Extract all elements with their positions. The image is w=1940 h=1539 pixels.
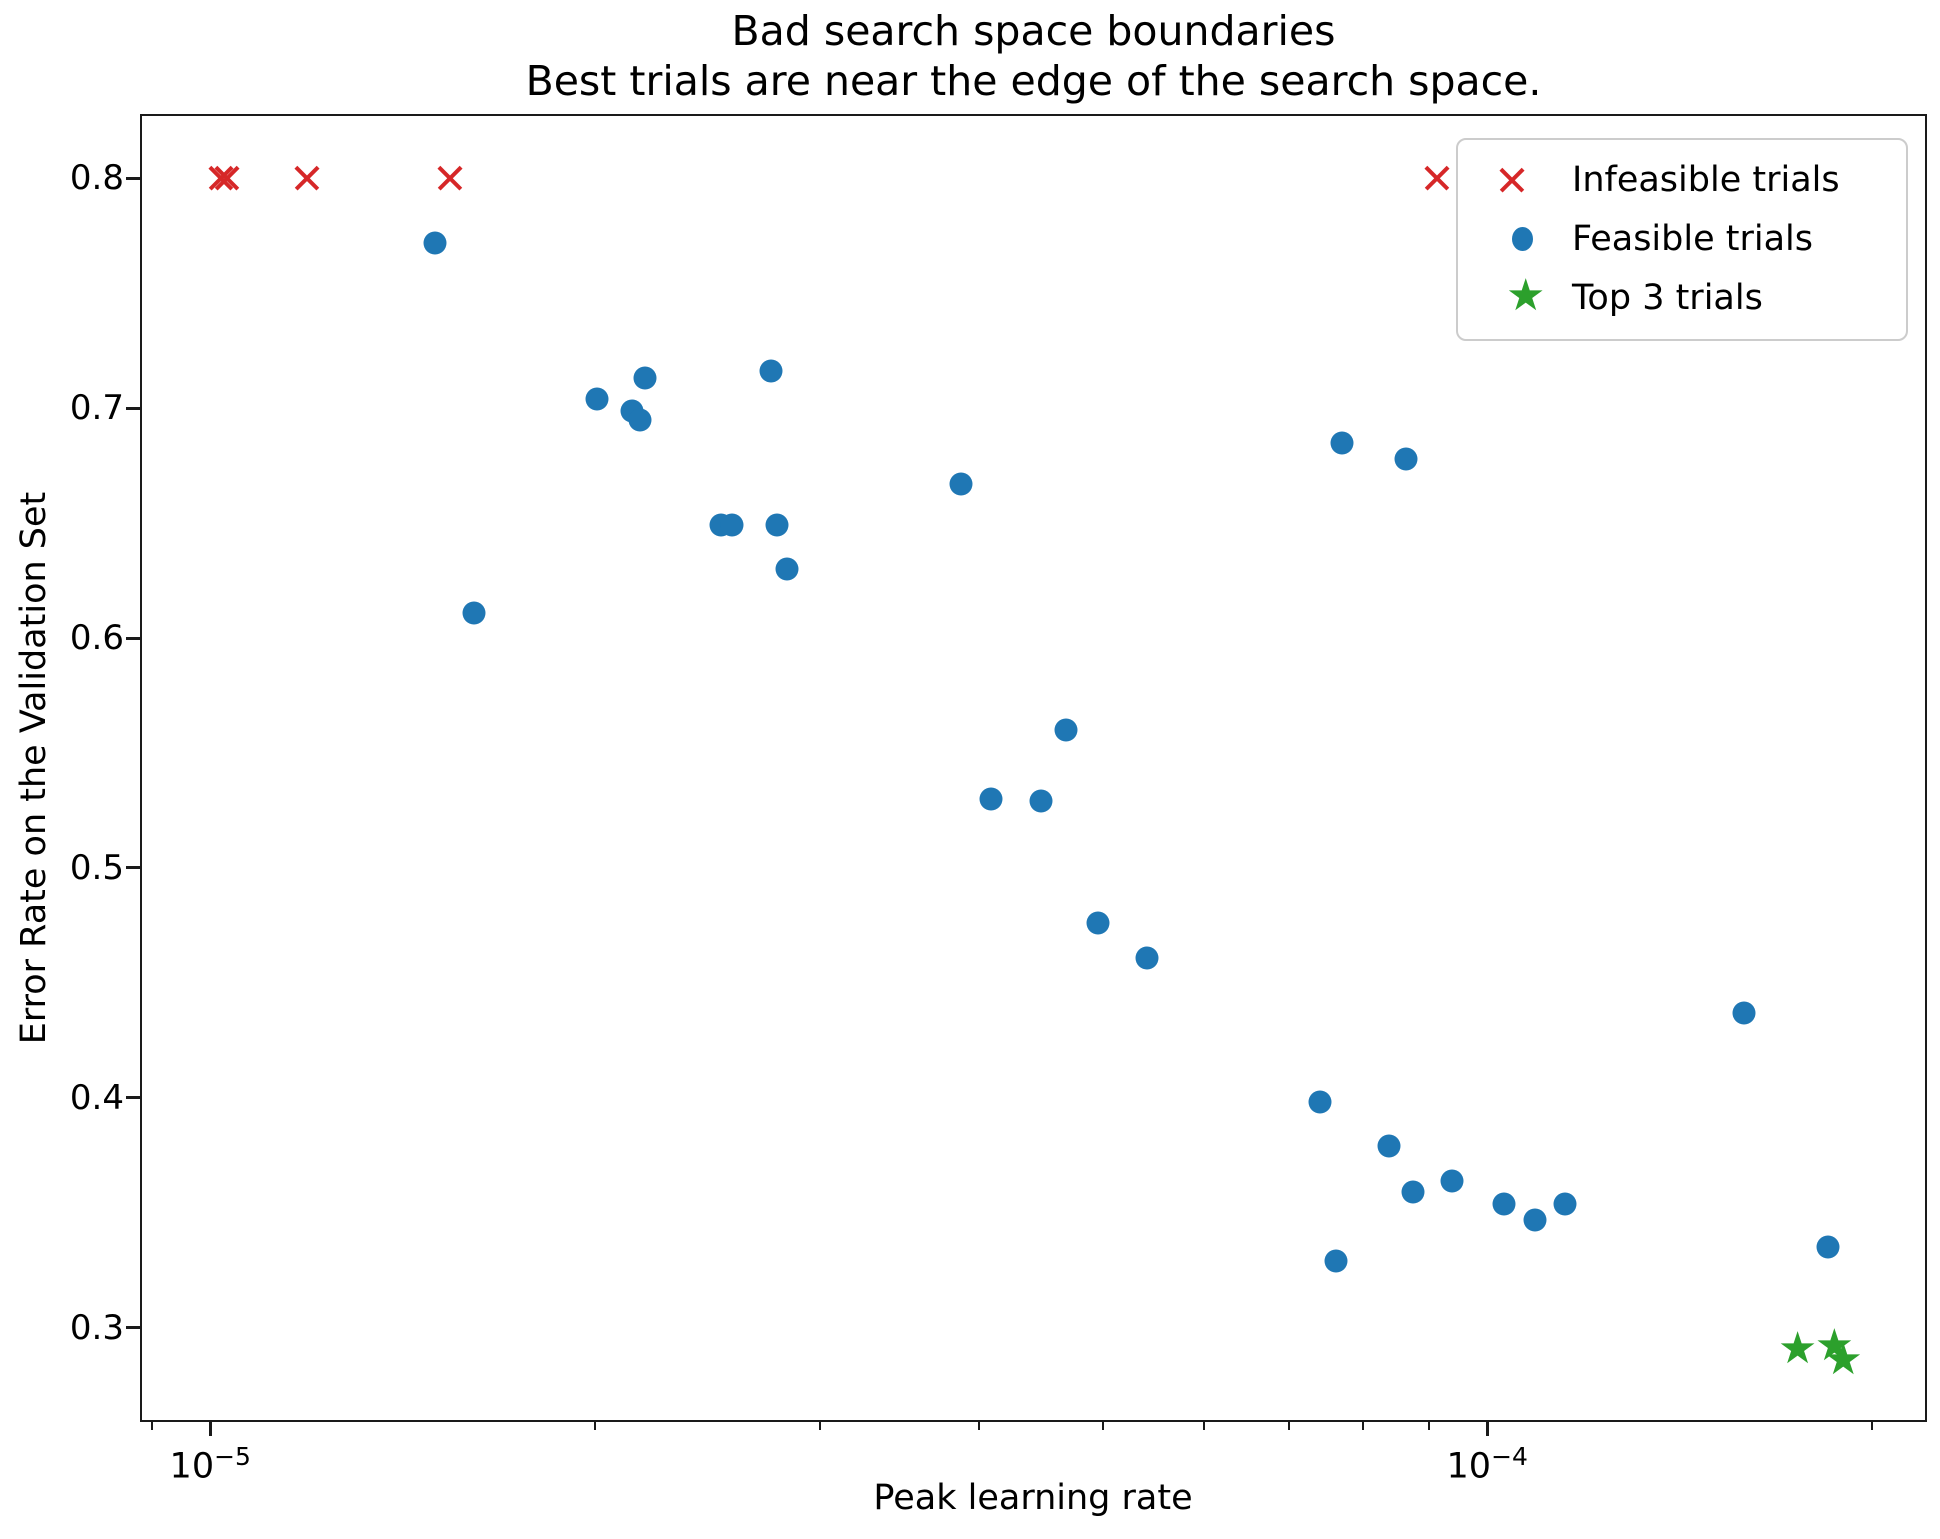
y-axis-tick [126, 1096, 140, 1100]
y-axis-label: Error Rate on the Validation Set [14, 491, 54, 1045]
feasible-trial-marker [1086, 911, 1110, 935]
feasible-trial-marker [1324, 1249, 1348, 1273]
feasible-dot-icon [1512, 226, 1533, 251]
feasible-trial-marker [1401, 1180, 1425, 1204]
chart-title-line2: Best trials are near the edge of the sea… [525, 57, 1542, 105]
legend-entry-top3: ★ Top 3 trials [1458, 268, 1906, 327]
y-axis-tick [126, 176, 140, 180]
feasible-trial-marker [979, 787, 1003, 811]
x-axis-minor-tick [978, 1422, 981, 1430]
feasible-trial-marker [585, 387, 609, 411]
infeasible-x-icon [1500, 168, 1524, 192]
feasible-trial-marker [628, 408, 652, 432]
legend-label-feasible: Feasible trials [1572, 218, 1814, 259]
y-axis-tick-label: 0.5 [69, 847, 124, 888]
feasible-trial-marker [1330, 431, 1354, 455]
y-axis-tick [126, 1326, 140, 1330]
x-axis-minor-tick [1870, 1422, 1873, 1430]
legend: Infeasible trials Feasible trials ★ Top … [1456, 138, 1908, 341]
y-axis-tick-label: 0.3 [69, 1307, 124, 1348]
chart-title: Bad search space boundaries Best trials … [140, 6, 1927, 106]
top3-trial-marker: ★ [1777, 1322, 1818, 1374]
feasible-trial-marker [462, 601, 486, 625]
x-axis-minor-tick [1427, 1422, 1430, 1430]
infeasible-trial-marker [215, 166, 239, 190]
feasible-trial-marker [1135, 946, 1159, 970]
x-axis-minor-tick [150, 1422, 153, 1430]
y-axis-tick-label: 0.4 [69, 1077, 124, 1118]
legend-label-infeasible: Infeasible trials [1572, 159, 1840, 200]
y-axis-tick-label: 0.8 [69, 158, 124, 199]
x-axis-minor-tick [1362, 1422, 1365, 1430]
x-axis-tick-label: 10−5 [169, 1442, 251, 1487]
feasible-trial-marker [1732, 1001, 1756, 1025]
infeasible-trial-marker [295, 166, 319, 190]
feasible-trial-marker [1553, 1192, 1577, 1216]
feasible-trial-marker [765, 513, 789, 537]
y-axis-tick [126, 636, 140, 640]
x-axis-tick [208, 1422, 212, 1436]
feasible-trial-marker [1394, 447, 1417, 471]
feasible-trial-marker [949, 472, 973, 496]
x-axis-minor-tick [1202, 1422, 1205, 1430]
x-axis-minor-tick [818, 1422, 821, 1430]
y-axis-tick [126, 406, 140, 410]
feasible-trial-marker [775, 557, 799, 581]
feasible-trial-marker [759, 359, 783, 383]
top3-trial-marker: ★ [1823, 1334, 1863, 1386]
feasible-trial-marker [720, 513, 744, 537]
feasible-trial-marker [1377, 1134, 1401, 1158]
infeasible-trial-marker [438, 166, 462, 190]
legend-entry-infeasible: Infeasible trials [1458, 150, 1906, 209]
x-axis-tick-label: 10−4 [1446, 1442, 1528, 1487]
y-axis-tick-label: 0.7 [69, 388, 124, 429]
x-axis-minor-tick [1288, 1422, 1291, 1430]
x-axis-minor-tick [1101, 1422, 1104, 1430]
x-axis-minor-tick [593, 1422, 596, 1430]
feasible-trial-marker [423, 231, 447, 255]
legend-entry-feasible: Feasible trials [1458, 209, 1906, 268]
feasible-trial-marker [1492, 1192, 1516, 1216]
feasible-trial-marker [1523, 1208, 1547, 1232]
feasible-trial-marker [1029, 789, 1053, 813]
top3-trial-marker: ★ [1814, 1320, 1855, 1372]
x-axis-label: Peak learning rate [873, 1478, 1193, 1518]
legend-label-top3: Top 3 trials [1572, 277, 1763, 318]
feasible-trial-marker [1308, 1090, 1332, 1114]
x-axis-tick [1485, 1422, 1489, 1436]
chart-title-line1: Bad search space boundaries [731, 7, 1336, 55]
feasible-trial-marker [633, 366, 657, 390]
feasible-trial-marker [1440, 1169, 1464, 1193]
feasible-trial-marker [1054, 718, 1078, 742]
top3-star-icon: ★ [1506, 269, 1546, 321]
infeasible-trial-marker [1425, 166, 1449, 190]
y-axis-tick-label: 0.6 [69, 618, 124, 659]
feasible-trial-marker [1816, 1235, 1840, 1259]
y-axis-tick [126, 866, 140, 870]
